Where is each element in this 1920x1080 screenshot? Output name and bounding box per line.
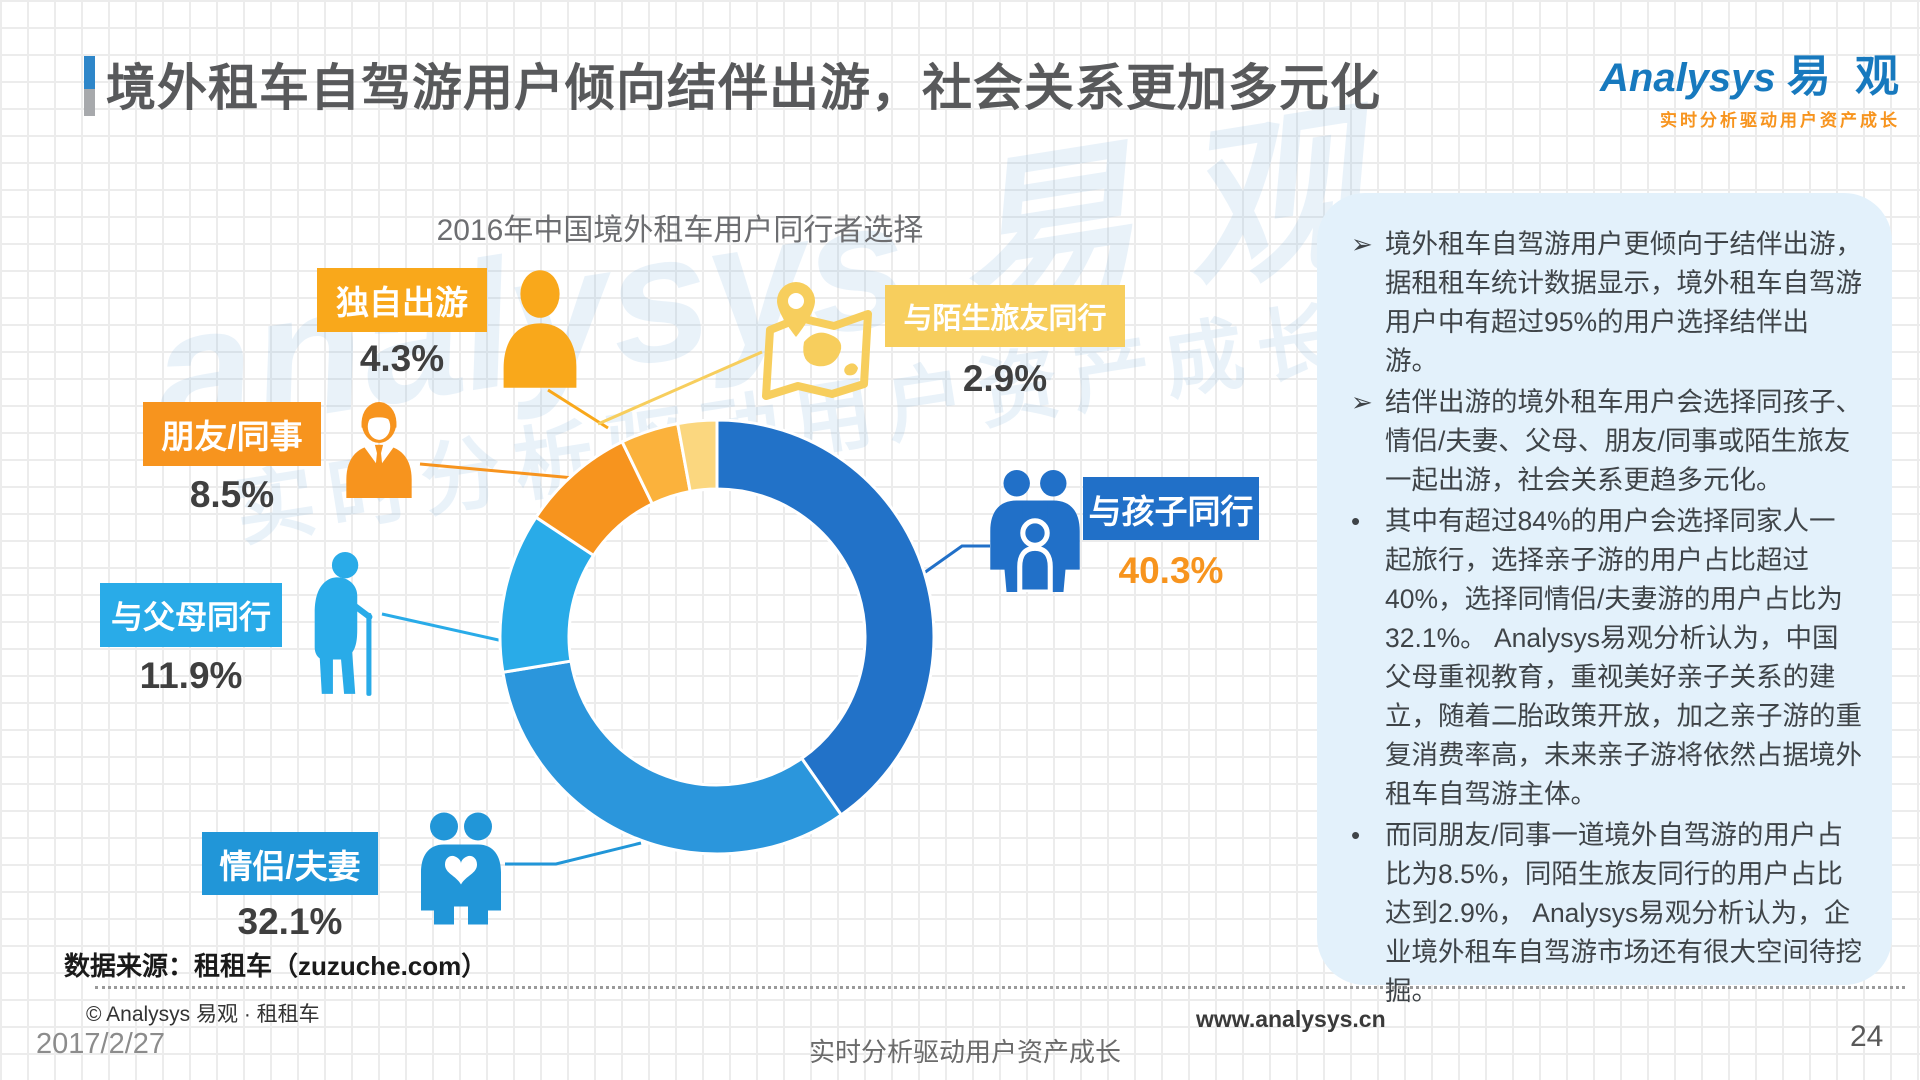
page-title: 境外租车自驾游用户倾向结伴出游，社会关系更加多元化 xyxy=(106,60,1381,116)
donut-segment xyxy=(498,515,596,675)
insight-bullet: ➢ 结伴出游的境外租车用户会选择同孩子、情侣/夫妻、父母、朋友/同事或陌生旅友一… xyxy=(1351,383,1862,500)
footer-slogan: 实时分析驱动用户资产成长 xyxy=(808,1037,1121,1067)
logo-brand-cn: 易 观 xyxy=(1786,52,1906,101)
donut-segment xyxy=(533,439,655,558)
donut-segment xyxy=(501,659,844,856)
bullet-text: 结伴出游的境外租车用户会选择同孩子、情侣/夫妻、父母、朋友/同事或陌生旅友一起出… xyxy=(1385,387,1862,495)
businessman-icon xyxy=(346,402,412,498)
bullet-text: 境外租车自驾游用户更倾向于结伴出游，据租租车统计数据显示，境外租车自驾游用户中有… xyxy=(1385,229,1862,376)
pct-with-parents: 11.9% xyxy=(139,655,243,696)
pct-couple: 32.1% xyxy=(237,901,343,942)
label-stranger-companion: 与陌生旅友同行 xyxy=(885,285,1125,347)
bullet-text: 其中有超过84%的用户会选择同家人一起旅行，选择亲子游的用户占比超过40%，选择… xyxy=(1385,506,1862,809)
footer-divider xyxy=(95,986,1905,989)
elderly-person-icon xyxy=(314,552,373,696)
single-person-icon xyxy=(503,270,577,388)
pct-friends-colleagues: 8.5% xyxy=(189,474,275,515)
pct-with-children: 40.3% xyxy=(1118,550,1224,591)
label-couple: 情侣/夫妻 xyxy=(202,832,378,895)
leader-line xyxy=(505,841,642,866)
leader-line xyxy=(597,350,763,426)
family-with-child-icon xyxy=(990,470,1080,592)
map-pin-icon xyxy=(762,282,872,400)
bullet-marker: • xyxy=(1351,506,1361,536)
title-accent-bar xyxy=(84,56,95,116)
couple-heart-icon xyxy=(421,812,501,925)
logo-wordmark: Analysys 易 观 xyxy=(1600,40,1900,104)
data-source: 数据来源：租租车（zuzuche.com） xyxy=(64,951,488,981)
insight-bullet: • 而同朋友/同事一道境外自驾游的用户占比为8.5%，同陌生旅友同行的用户占比达… xyxy=(1351,816,1862,1011)
donut-segments xyxy=(498,418,936,856)
leader-line xyxy=(906,544,990,587)
donut-segment xyxy=(715,418,936,818)
bullet-marker: ➢ xyxy=(1351,229,1373,259)
pct-stranger-companion: 2.9% xyxy=(962,358,1048,399)
insight-bullet: • 其中有超过84%的用户会选择同家人一起旅行，选择亲子游的用户占比超过40%，… xyxy=(1351,502,1862,814)
bullet-marker: • xyxy=(1351,820,1361,850)
copyright: © Analysys 易观 · 租租车 xyxy=(86,1003,320,1026)
pct-solo-travel: 4.3% xyxy=(359,338,445,379)
donut-segment xyxy=(620,421,692,506)
bullet-marker: ➢ xyxy=(1351,387,1373,417)
page-number: 24 xyxy=(1850,1020,1884,1053)
label-solo-travel: 独自出游 xyxy=(317,268,487,332)
label-with-parents: 与父母同行 xyxy=(100,583,282,647)
insight-panel: ➢ 境外租车自驾游用户更倾向于结伴出游，据租租车统计数据显示，境外租车自驾游用户… xyxy=(1317,193,1892,1006)
label-with-children: 与孩子同行 xyxy=(1083,477,1259,540)
chart-title: 2016年中国境外租车用户同行者选择 xyxy=(436,214,924,247)
logo-tagline: 实时分析驱动用户资产成长 xyxy=(1660,111,1900,130)
insight-bullet: ➢ 境外租车自驾游用户更倾向于结伴出游，据租租车统计数据显示，境外租车自驾游用户… xyxy=(1351,225,1862,381)
leader-lines xyxy=(381,350,990,866)
leader-line xyxy=(381,612,504,643)
leader-line xyxy=(419,462,575,480)
website-link[interactable]: www.analysys.cn xyxy=(1196,1006,1386,1032)
leader-line xyxy=(547,388,609,430)
logo-brand-en: Analysys xyxy=(1600,56,1776,100)
donut-segment xyxy=(675,418,719,494)
bullet-text: 而同朋友/同事一道境外自驾游的用户占比为8.5%，同陌生旅友同行的用户占比达到2… xyxy=(1385,820,1862,1006)
analysys-logo: Analysys 易 观 实时分析驱动用户资产成长 xyxy=(1600,40,1900,131)
label-friends-colleagues: 朋友/同事 xyxy=(143,402,321,466)
slide-date: 2017/2/27 xyxy=(36,1028,166,1060)
